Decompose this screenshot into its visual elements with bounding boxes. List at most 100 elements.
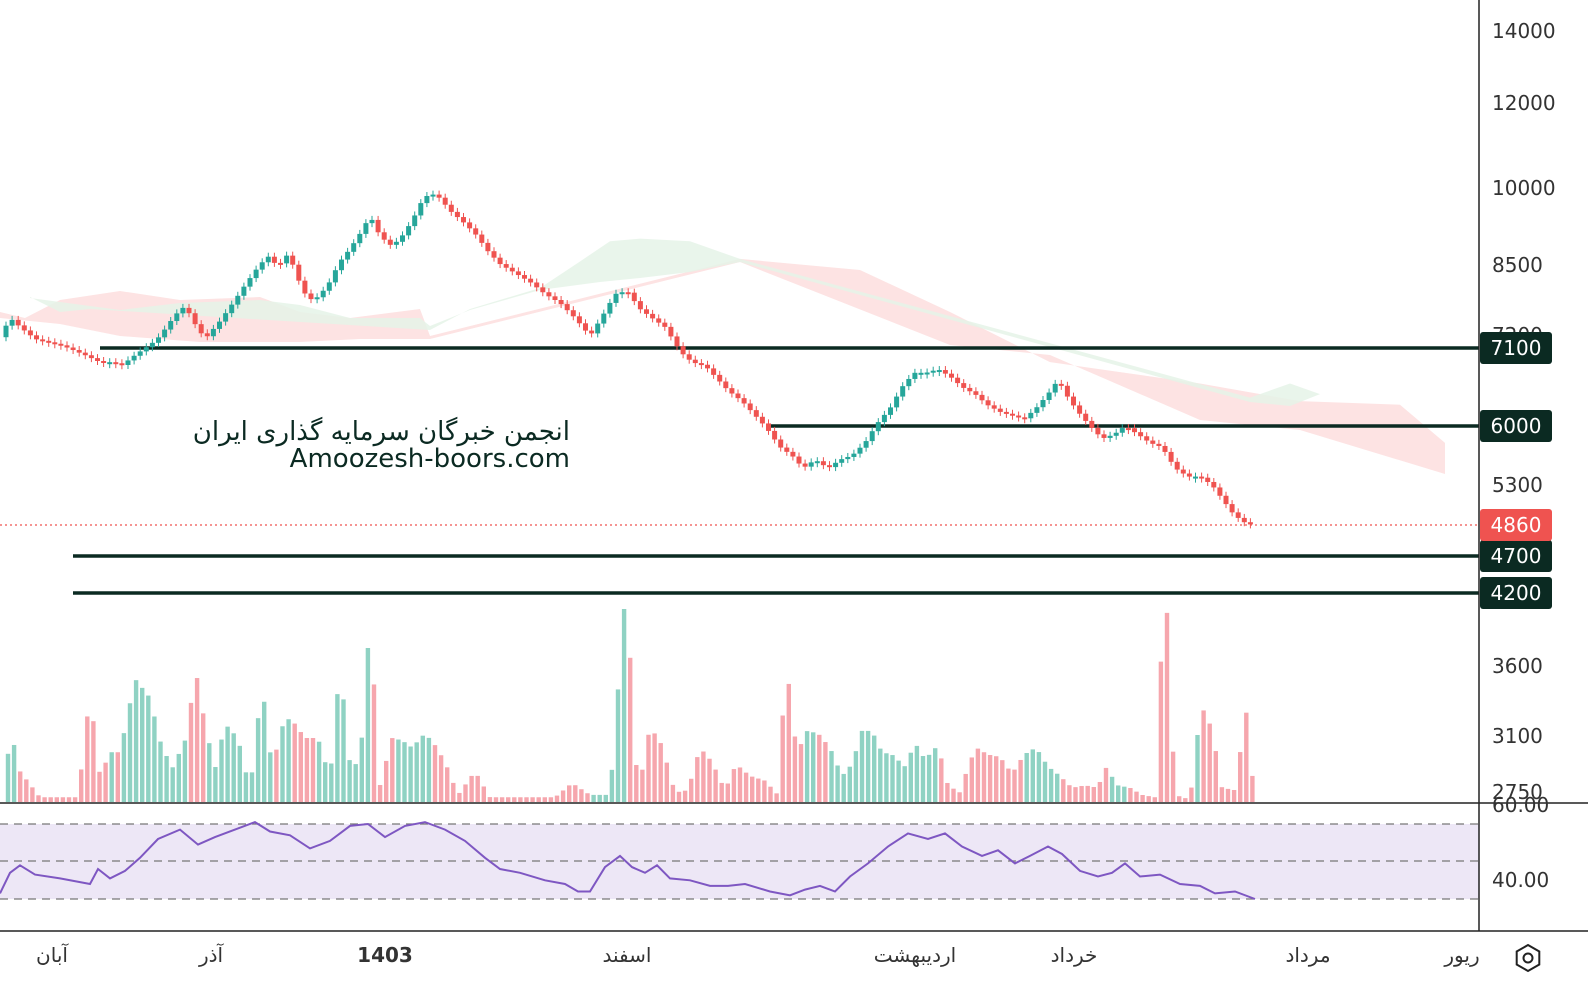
volume-bar (591, 794, 596, 802)
candle (119, 363, 125, 366)
candle (1046, 392, 1052, 400)
candle (192, 313, 198, 325)
volume-bar (725, 783, 730, 802)
volume-bar (402, 742, 407, 802)
candle (137, 351, 143, 356)
volume-bar (274, 749, 279, 802)
volume-bar (1158, 661, 1164, 802)
volume-bar (890, 755, 895, 802)
candle (747, 403, 753, 411)
candle (961, 383, 967, 388)
candle (467, 222, 473, 229)
candle (583, 323, 588, 331)
candle (601, 313, 607, 324)
candle (46, 340, 52, 343)
volume-bar (316, 741, 322, 802)
volume-bar (414, 742, 419, 802)
volume-bar (11, 744, 17, 802)
candle (332, 270, 338, 283)
candle (552, 296, 558, 300)
volume-bar (487, 797, 493, 802)
volume-bar (957, 792, 962, 802)
candle (204, 333, 210, 337)
volume-bar (475, 775, 480, 802)
volume-bar (396, 739, 401, 802)
candle (284, 255, 290, 264)
candle (302, 280, 308, 294)
candle (339, 259, 344, 271)
candle (101, 361, 107, 363)
volume-bar (457, 792, 462, 802)
volume-bar (188, 702, 194, 802)
candle (595, 323, 601, 334)
volume-bar (579, 789, 584, 802)
candle (9, 319, 15, 326)
price-tick-label: 3100 (1492, 724, 1543, 748)
volume-bar (1225, 788, 1231, 802)
candle (1125, 428, 1131, 431)
candle (711, 368, 717, 375)
price-axis[interactable]: 1400012000100008500720053003600310027506… (1492, 19, 1556, 892)
time-label: اردیبهشت (874, 943, 956, 967)
level-badge-4700 (1480, 540, 1552, 572)
candle (778, 439, 784, 448)
volume-bar (432, 745, 438, 802)
candle (631, 292, 637, 302)
candlesticks (3, 190, 1253, 529)
volume-bar (201, 713, 206, 802)
volume-bar (1116, 785, 1121, 802)
volume-bar (640, 769, 645, 802)
volume-bar (1012, 769, 1017, 802)
candle (375, 219, 381, 233)
candle (540, 287, 546, 293)
candle (1058, 383, 1064, 386)
candle (198, 324, 204, 334)
rsi-tick-label: 60.00 (1492, 793, 1549, 817)
candle (888, 407, 893, 415)
candle (406, 226, 412, 236)
candle (900, 386, 906, 397)
volume-bar (127, 703, 133, 802)
candle (991, 405, 997, 409)
price-tick-label: 10000 (1492, 176, 1556, 200)
volume-bar (792, 736, 798, 802)
volume-bar (676, 791, 682, 802)
candle (741, 398, 747, 404)
volume-bar (786, 683, 791, 802)
volume-bar (969, 757, 974, 802)
candle (613, 293, 619, 303)
time-label: خرداد (1051, 943, 1098, 967)
volume-bar (835, 765, 840, 802)
candle (589, 330, 595, 334)
volume-bar (737, 767, 743, 802)
candle (1089, 420, 1095, 428)
candle (637, 301, 643, 310)
candle (308, 293, 314, 300)
settings-icon[interactable] (1515, 943, 1541, 973)
volume-bar (530, 797, 535, 802)
candle (1235, 512, 1241, 518)
candle (1186, 473, 1192, 477)
candle (1113, 432, 1119, 436)
volume-bar (91, 721, 96, 802)
level-badge-6000 (1480, 410, 1552, 442)
volume-bar (1128, 788, 1133, 802)
candle (528, 278, 534, 283)
candle (296, 264, 302, 281)
volume-bar (109, 752, 114, 802)
candle (1180, 469, 1186, 474)
volume-bar (176, 753, 181, 802)
candle (979, 394, 985, 401)
candle (1101, 434, 1107, 438)
candle (808, 462, 814, 467)
candle (223, 313, 229, 322)
volume-bar (445, 767, 450, 802)
volume-bars (5, 609, 1255, 802)
volume-bar (506, 797, 511, 802)
volume-bar (933, 748, 938, 802)
candle (265, 256, 271, 263)
volume-bar (945, 782, 950, 802)
time-axis[interactable]: آبان آذر 1403 اسفند اردیبهشت خرداد مرداد ریور (36, 942, 1480, 967)
volume-bar (438, 755, 444, 802)
